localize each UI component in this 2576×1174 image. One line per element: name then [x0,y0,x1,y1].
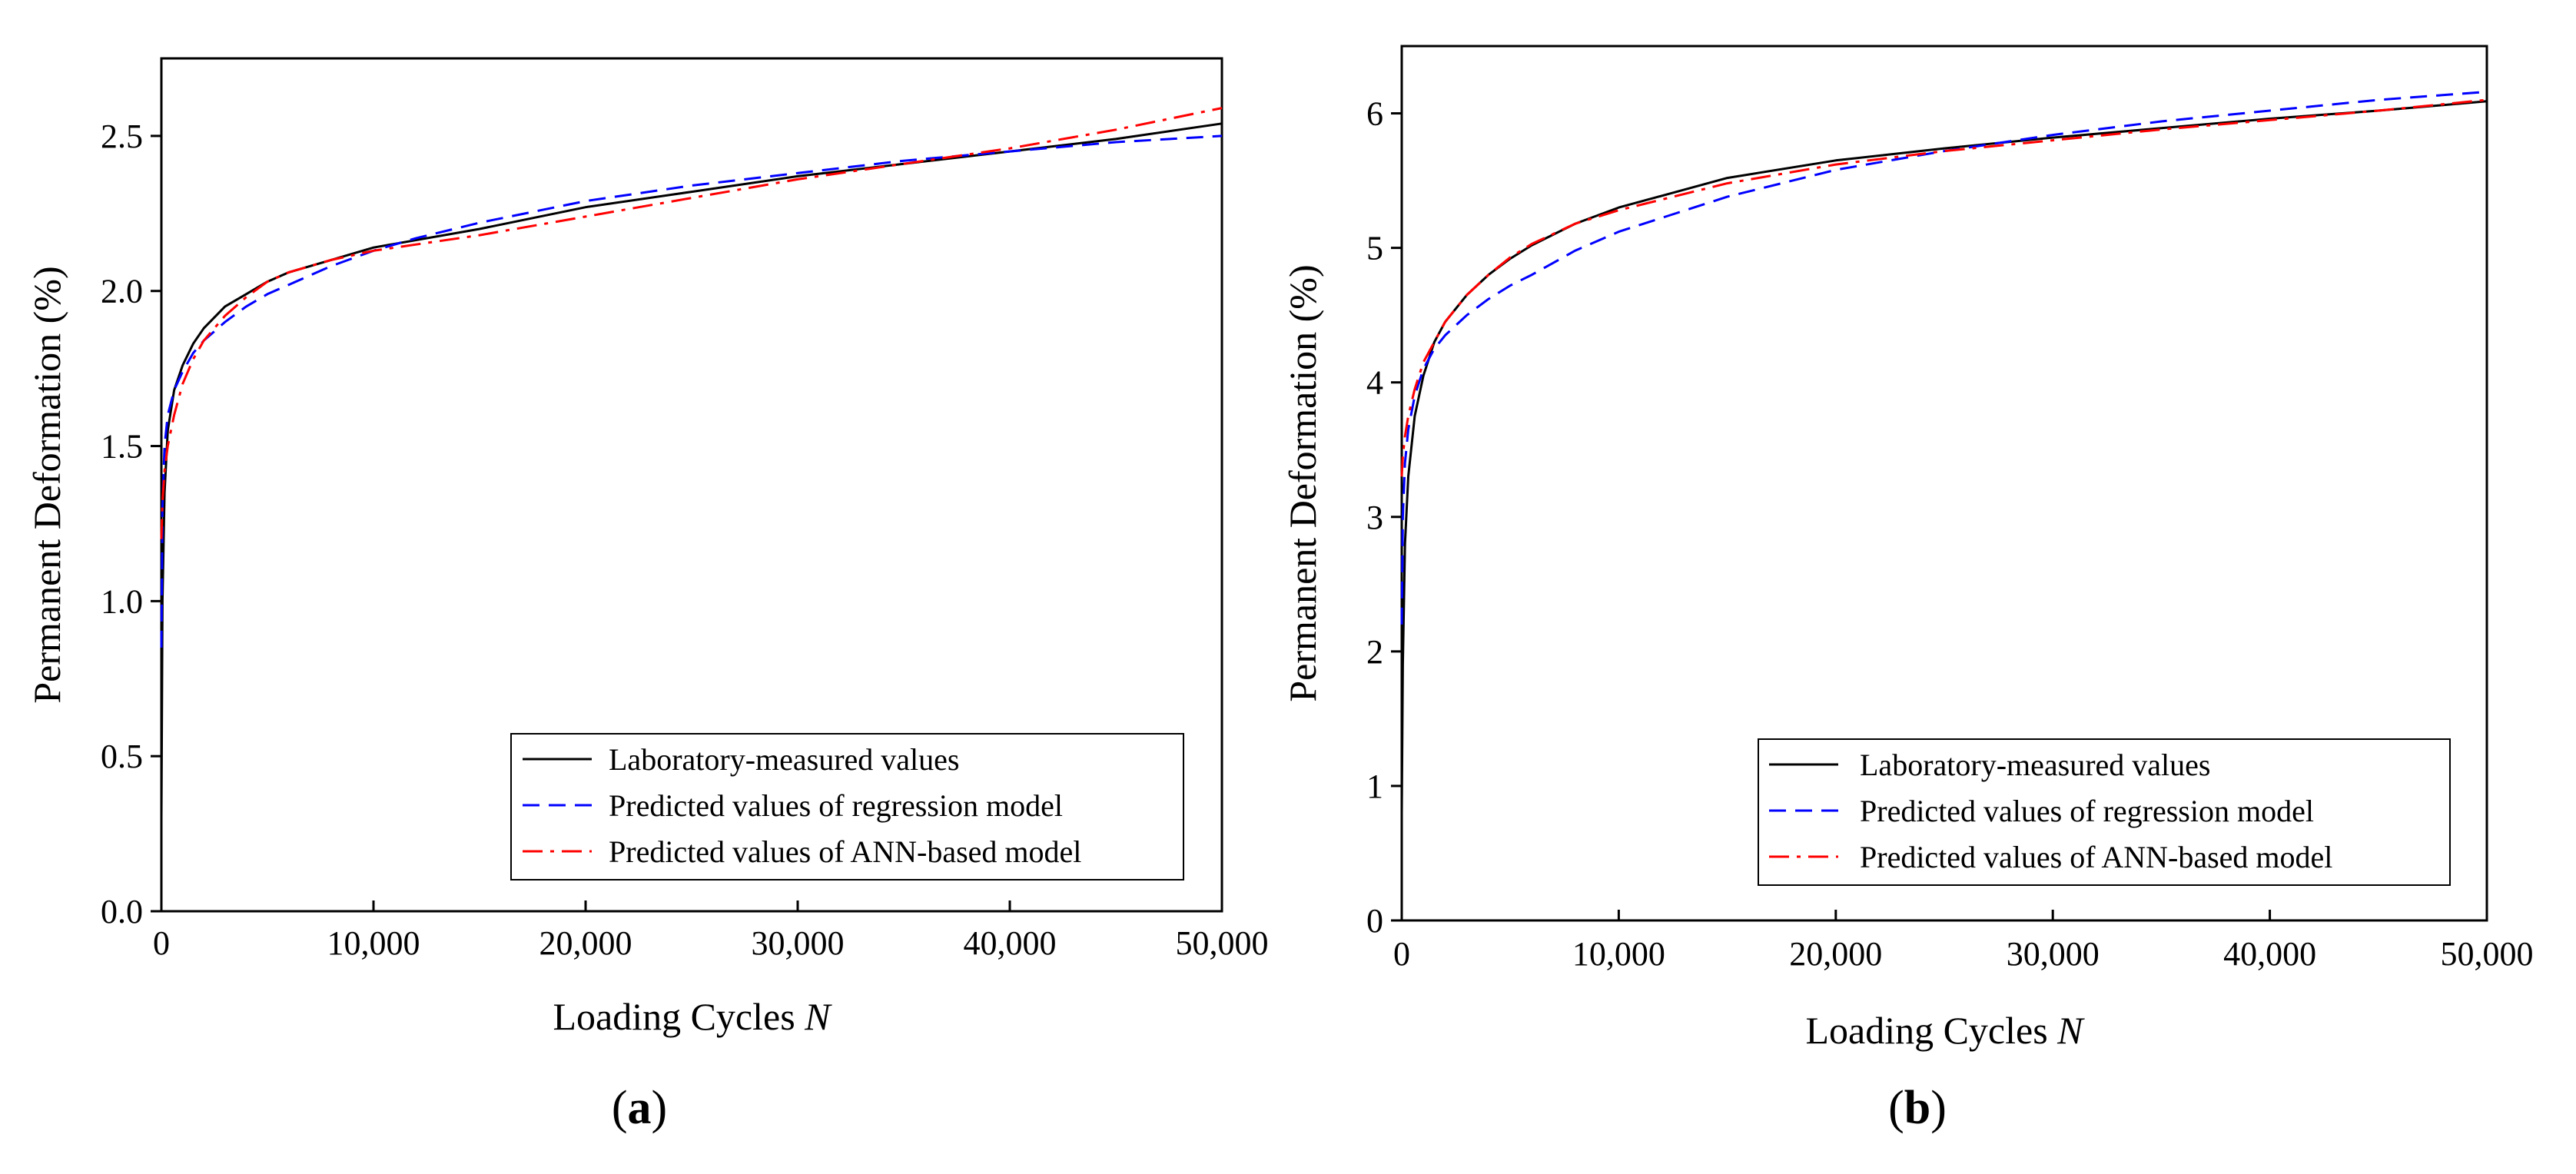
x-tick-label-b: 20,000 [1789,935,1882,973]
ticks-b: 0 10,000 20,000 30,000 40,000 50,000 0 1 2 3 4 5 6 [1366,95,2534,973]
legend-a: Laboratory-measured values Predicted val… [510,733,1184,880]
legend-label-measured-b: Laboratory-measured values [1860,748,2210,782]
legend-label-regression-a: Predicted values of regression model [609,788,1063,823]
x-tick-label-b: 50,000 [2441,935,2534,973]
y-tick-label-b: 4 [1366,364,1383,402]
y-axis-label-b: Permanent Deformation (%) [1281,264,1324,701]
series-line-predicted-values-of-ann-based-model-b [1400,98,2488,477]
legend-label-regression-b: Predicted values of regression model [1860,794,2314,828]
plot-area-b [1400,45,2488,922]
x-tick-label-b: 30,000 [2007,935,2100,973]
x-axis-label-a: Loading Cycles N [553,995,832,1038]
series-group-a [160,107,1223,818]
y-tick-label-a: 2.0 [101,273,143,310]
x-tick-label-b: 0 [1393,935,1410,973]
y-tick-label-b: 0 [1366,902,1383,940]
y-axis-label-a: Permanent Deformation (%) [25,266,68,703]
panel-label-b: (b) [1888,1082,1947,1134]
panel-label-a: (a) [612,1082,667,1134]
series-line-predicted-values-of-regression-model-b [1400,91,2488,625]
x-tick-label-b: 40,000 [2223,935,2316,973]
legend-label-measured-a: Laboratory-measured values [609,742,959,777]
plot-area-a [160,57,1223,913]
series-group-b [1400,91,2488,813]
series-line-predicted-values-of-ann-based-model-a [160,107,1223,539]
x-tick-label-a: 30,000 [752,924,845,962]
y-tick-label-b: 2 [1366,633,1383,671]
y-tick-label-b: 3 [1366,499,1383,536]
legend-box-a [510,733,1184,880]
chart-panel-b: 0 10,000 20,000 30,000 40,000 50,000 0 1 2 3 4 5 6 P… [1281,45,2534,1134]
x-axis-label-b: Loading Cycles N [1805,1009,2085,1052]
y-tick-label-a: 1.5 [101,428,143,466]
x-tick-label-a: 0 [153,924,170,962]
legend-label-ann-b: Predicted values of ANN-based model [1860,840,2332,874]
y-tick-label-a: 0.5 [101,738,143,775]
x-tick-label-a: 20,000 [539,924,632,962]
legend-b: Laboratory-measured values Predicted val… [1758,738,2451,886]
legend-box-b [1758,738,2451,886]
x-tick-label-a: 50,000 [1176,924,1269,962]
x-tick-label-a: 10,000 [327,924,420,962]
x-tick-label-a: 40,000 [964,924,1057,962]
legend-label-ann-a: Predicted values of ANN-based model [609,834,1081,869]
x-tick-label-b: 10,000 [1572,935,1665,973]
chart-panel-a: 0 10,000 20,000 30,000 40,000 50,000 0.0 0.5 1.0… [25,57,1269,1134]
y-tick-label-b: 1 [1366,768,1383,805]
y-tick-label-a: 2.5 [101,118,143,155]
y-tick-label-a: 0.0 [101,893,143,930]
y-tick-label-b: 6 [1366,95,1383,133]
ticks-a: 0 10,000 20,000 30,000 40,000 50,000 0.0 0.5 1.0… [101,118,1269,962]
y-tick-label-b: 5 [1366,230,1383,267]
y-tick-label-a: 1.0 [101,582,143,620]
series-line-predicted-values-of-regression-model-a [160,134,1223,648]
series-line-laboratory-measured-values-a [160,122,1223,818]
series-line-laboratory-measured-values-b [1400,100,2488,813]
